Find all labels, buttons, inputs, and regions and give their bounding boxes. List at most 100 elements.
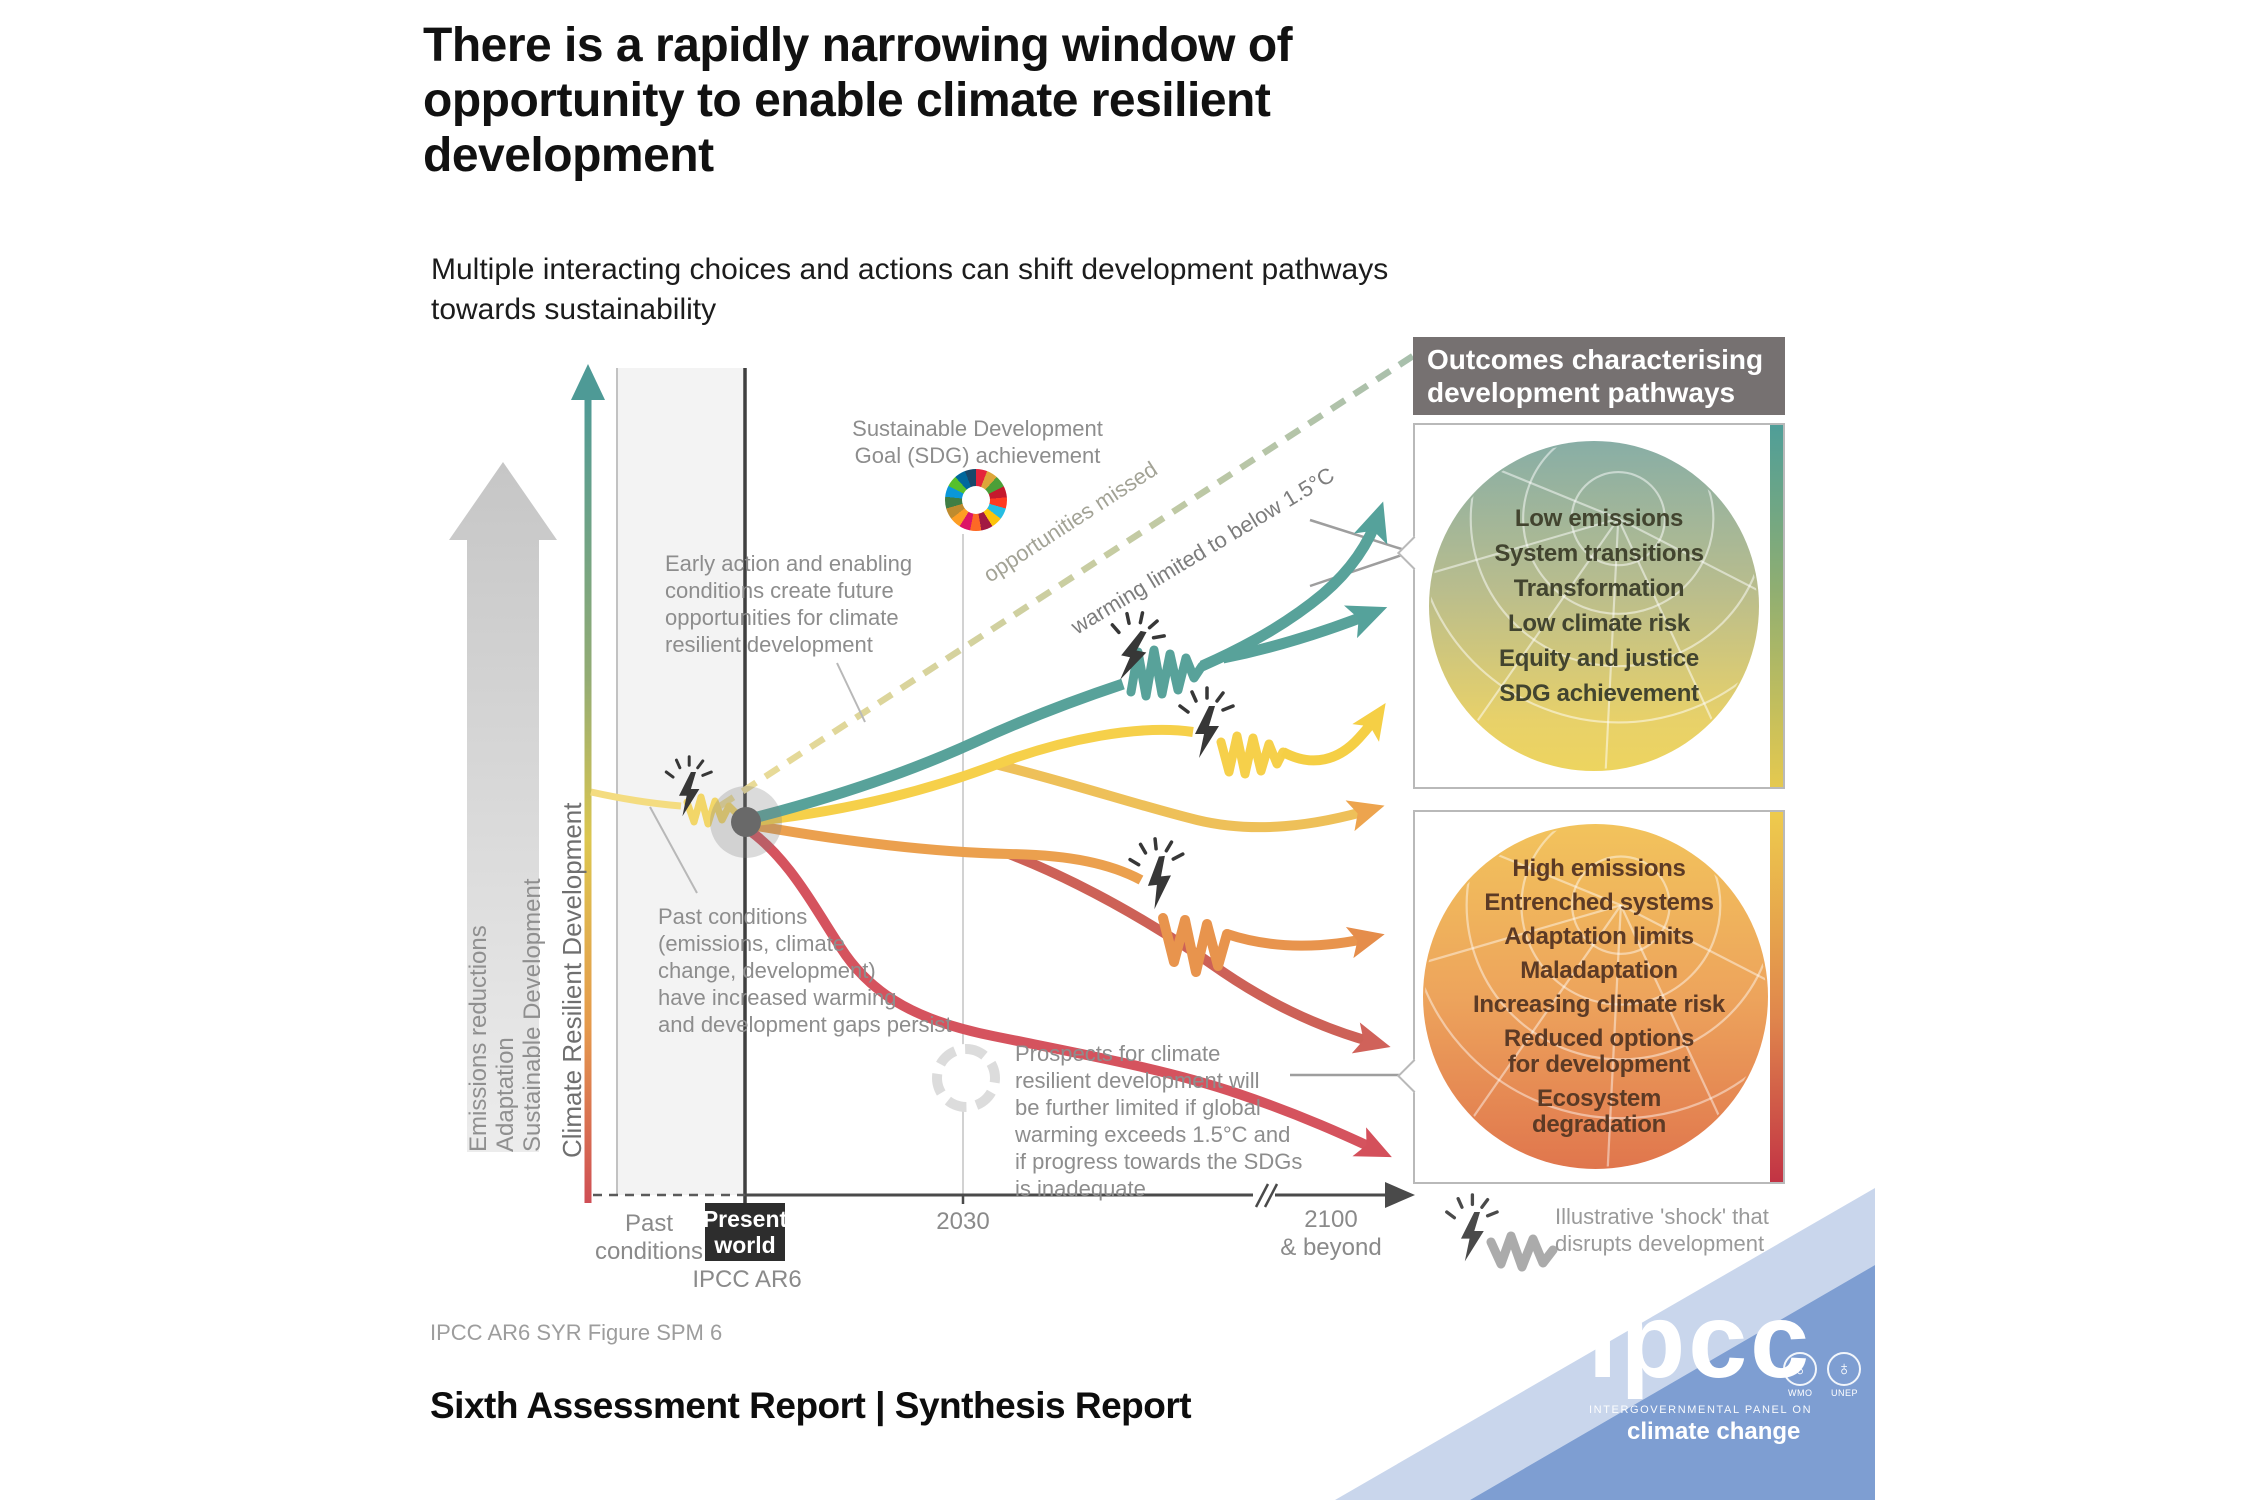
tick-2100-line: 2100 (1304, 1206, 1358, 1233)
pathway-orange (745, 819, 1385, 977)
outcomes-header-line: development pathways (1427, 377, 1736, 408)
ipcc-logo: ipcc (1588, 1282, 1813, 1400)
pathway-yellow (745, 703, 1386, 827)
figure-canvas: There is a rapidly narrowing window of o… (375, 0, 1875, 1500)
early-action-leader (836, 662, 866, 723)
outcome-item: System transitions (1494, 539, 1704, 567)
legend-line: disrupts development (1555, 1231, 1765, 1256)
report-title: Sixth Assessment Report | Synthesis Repo… (430, 1385, 1192, 1426)
note-line: Prospects for climate (1015, 1041, 1221, 1066)
axis-label-climate-resilient-development: Climate Resilient Development (557, 802, 587, 1158)
sdg-label-line: Sustainable Development (852, 416, 1103, 441)
time-axis-arrowhead (1385, 1182, 1415, 1208)
note-line: warming exceeds 1.5°C and (1015, 1122, 1291, 1147)
outcome-item: Equity and justice (1499, 644, 1699, 672)
pathway-teal-low-warming (744, 501, 1388, 826)
outcome-item: Maladaptation (1520, 957, 1678, 984)
shock-legend-label: Illustrative 'shock' that disrupts devel… (1555, 1203, 1835, 1257)
past-conditions-note: Past conditions (emissions, climate chan… (658, 903, 958, 1038)
pathway-yellow-orange (993, 759, 1385, 833)
pathways-diagram (449, 353, 1558, 1272)
outcome-item: Increasing climate risk (1473, 991, 1725, 1018)
past-note-leader (649, 806, 698, 894)
legend-line: Illustrative 'shock' that (1555, 1204, 1769, 1229)
present-node (731, 807, 761, 837)
note-line: if progress towards the SDGs (1015, 1149, 1303, 1174)
note-line: Past conditions (658, 904, 808, 929)
sustainable-outcomes-list: Low emissions System transitions Transfo… (1415, 425, 1783, 787)
tick-present-world: Present world (702, 1203, 788, 1261)
note-line: be further limited if global (1015, 1095, 1261, 1120)
axis-label-emissions: Emissions reductions (465, 925, 492, 1152)
past-conditions-band (617, 368, 745, 1195)
gradient-bar-yellow-red (1770, 812, 1783, 1182)
outcome-item: Ecosystem degradation (1531, 1085, 1667, 1138)
outcome-item: Low emissions (1514, 504, 1684, 532)
figure-reference: IPCC AR6 SYR Figure SPM 6 (430, 1320, 723, 1345)
outcomes-box-sustainable: Low emissions System transitions Transfo… (1397, 423, 1785, 789)
note-line: Early action and enabling (665, 551, 913, 576)
note-line: resilient development will (1015, 1068, 1260, 1093)
globe-sustainable (1429, 441, 1759, 771)
opportunities-missed-line (718, 353, 1415, 809)
pathway-salmon (1007, 849, 1391, 1054)
axis-label-adaptation: Adaptation (492, 1037, 519, 1152)
capacity-arrow (449, 462, 557, 1152)
tick-past-conditions: Past conditions (594, 1210, 704, 1265)
note-line: conditions create future (665, 578, 894, 603)
outcomes-header: Outcomes characterising development path… (1413, 337, 1785, 415)
wmo-emblem-caption: WMO (1788, 1388, 1813, 1398)
subtitle-line: towards sustainability (431, 293, 717, 326)
present-world-text: Present world (702, 1206, 788, 1258)
tick-2100: 2100 & beyond (1273, 1206, 1389, 1262)
note-line: (emissions, climate (658, 931, 846, 956)
title-line: opportunity to enable climate resilient (423, 74, 1271, 127)
sdg-wheel-icon (945, 469, 1007, 531)
axis-break-mark (1263, 1183, 1279, 1208)
shock-legend-icon (1445, 1193, 1558, 1272)
outcomes-header-line: Outcomes characterising (1427, 344, 1764, 375)
degraded-outcomes-list: High emissions Entrenched systems Adapta… (1415, 812, 1783, 1182)
sdg-wheel-hole (962, 486, 990, 514)
outcome-item: SDG achievement (1499, 679, 1699, 707)
tick-2100-line: & beyond (1280, 1234, 1382, 1261)
pathway-past (590, 788, 743, 828)
globe-graticule (1430, 442, 1758, 770)
axis-break-mark (1254, 1183, 1270, 1208)
tick-2030: 2030 (936, 1208, 990, 1235)
wmo-emblem-icon: ♁ (1783, 1352, 1817, 1386)
title-line: development (423, 129, 714, 182)
page-title: There is a rapidly narrowing window of o… (423, 18, 1743, 183)
outcome-item: Transformation (1513, 574, 1685, 602)
sdg-achievement-label: Sustainable Development Goal (SDG) achie… (830, 415, 1125, 469)
ipcc-climate-change: climate change (1627, 1418, 1801, 1445)
crd-axis-arrowhead (571, 364, 605, 400)
page-subtitle: Multiple interacting choices and actions… (431, 250, 1731, 330)
gradient-bar-teal-yellow (1770, 425, 1783, 787)
note-line: resilient development (665, 632, 873, 657)
tick-ipcc-ar6: IPCC AR6 (692, 1266, 802, 1293)
pathway-red-high-warming (743, 823, 1392, 1158)
unep-emblem-icon: ♁ (1827, 1352, 1861, 1386)
early-action-note: Early action and enabling conditions cre… (665, 550, 925, 658)
title-line: There is a rapidly narrowing window of (423, 19, 1293, 72)
sdg-label-line: Goal (SDG) achievement (854, 443, 1101, 468)
outcome-item: Entrenched systems (1484, 889, 1714, 916)
globe-graticule (1425, 826, 1766, 1167)
sdg-wheel-faded-icon (932, 1044, 1000, 1112)
ipcc-tagline: INTERGOVERNMENTAL PANEL ON (1589, 1404, 1813, 1416)
outcomes-box-degraded: High emissions Entrenched systems Adapta… (1397, 810, 1785, 1184)
note-line: opportunities for climate (665, 605, 899, 630)
globe-degraded (1423, 824, 1768, 1169)
note-line: have increased warming (658, 985, 897, 1010)
axis-label-sustainable-development: Sustainable Development (519, 878, 546, 1152)
note-line: is inadequate (1015, 1176, 1146, 1201)
outcome-item: High emissions (1512, 855, 1686, 882)
outcome-item: Reduced options for development (1503, 1025, 1695, 1078)
outcome-item: Low climate risk (1508, 609, 1690, 637)
outcome-item: Adaptation limits (1504, 923, 1694, 950)
note-line: and development gaps persist (658, 1012, 952, 1037)
unep-emblem-caption: UNEP (1831, 1388, 1859, 1398)
note-line: change, development) (658, 958, 876, 983)
subtitle-line: Multiple interacting choices and actions… (431, 253, 1389, 286)
